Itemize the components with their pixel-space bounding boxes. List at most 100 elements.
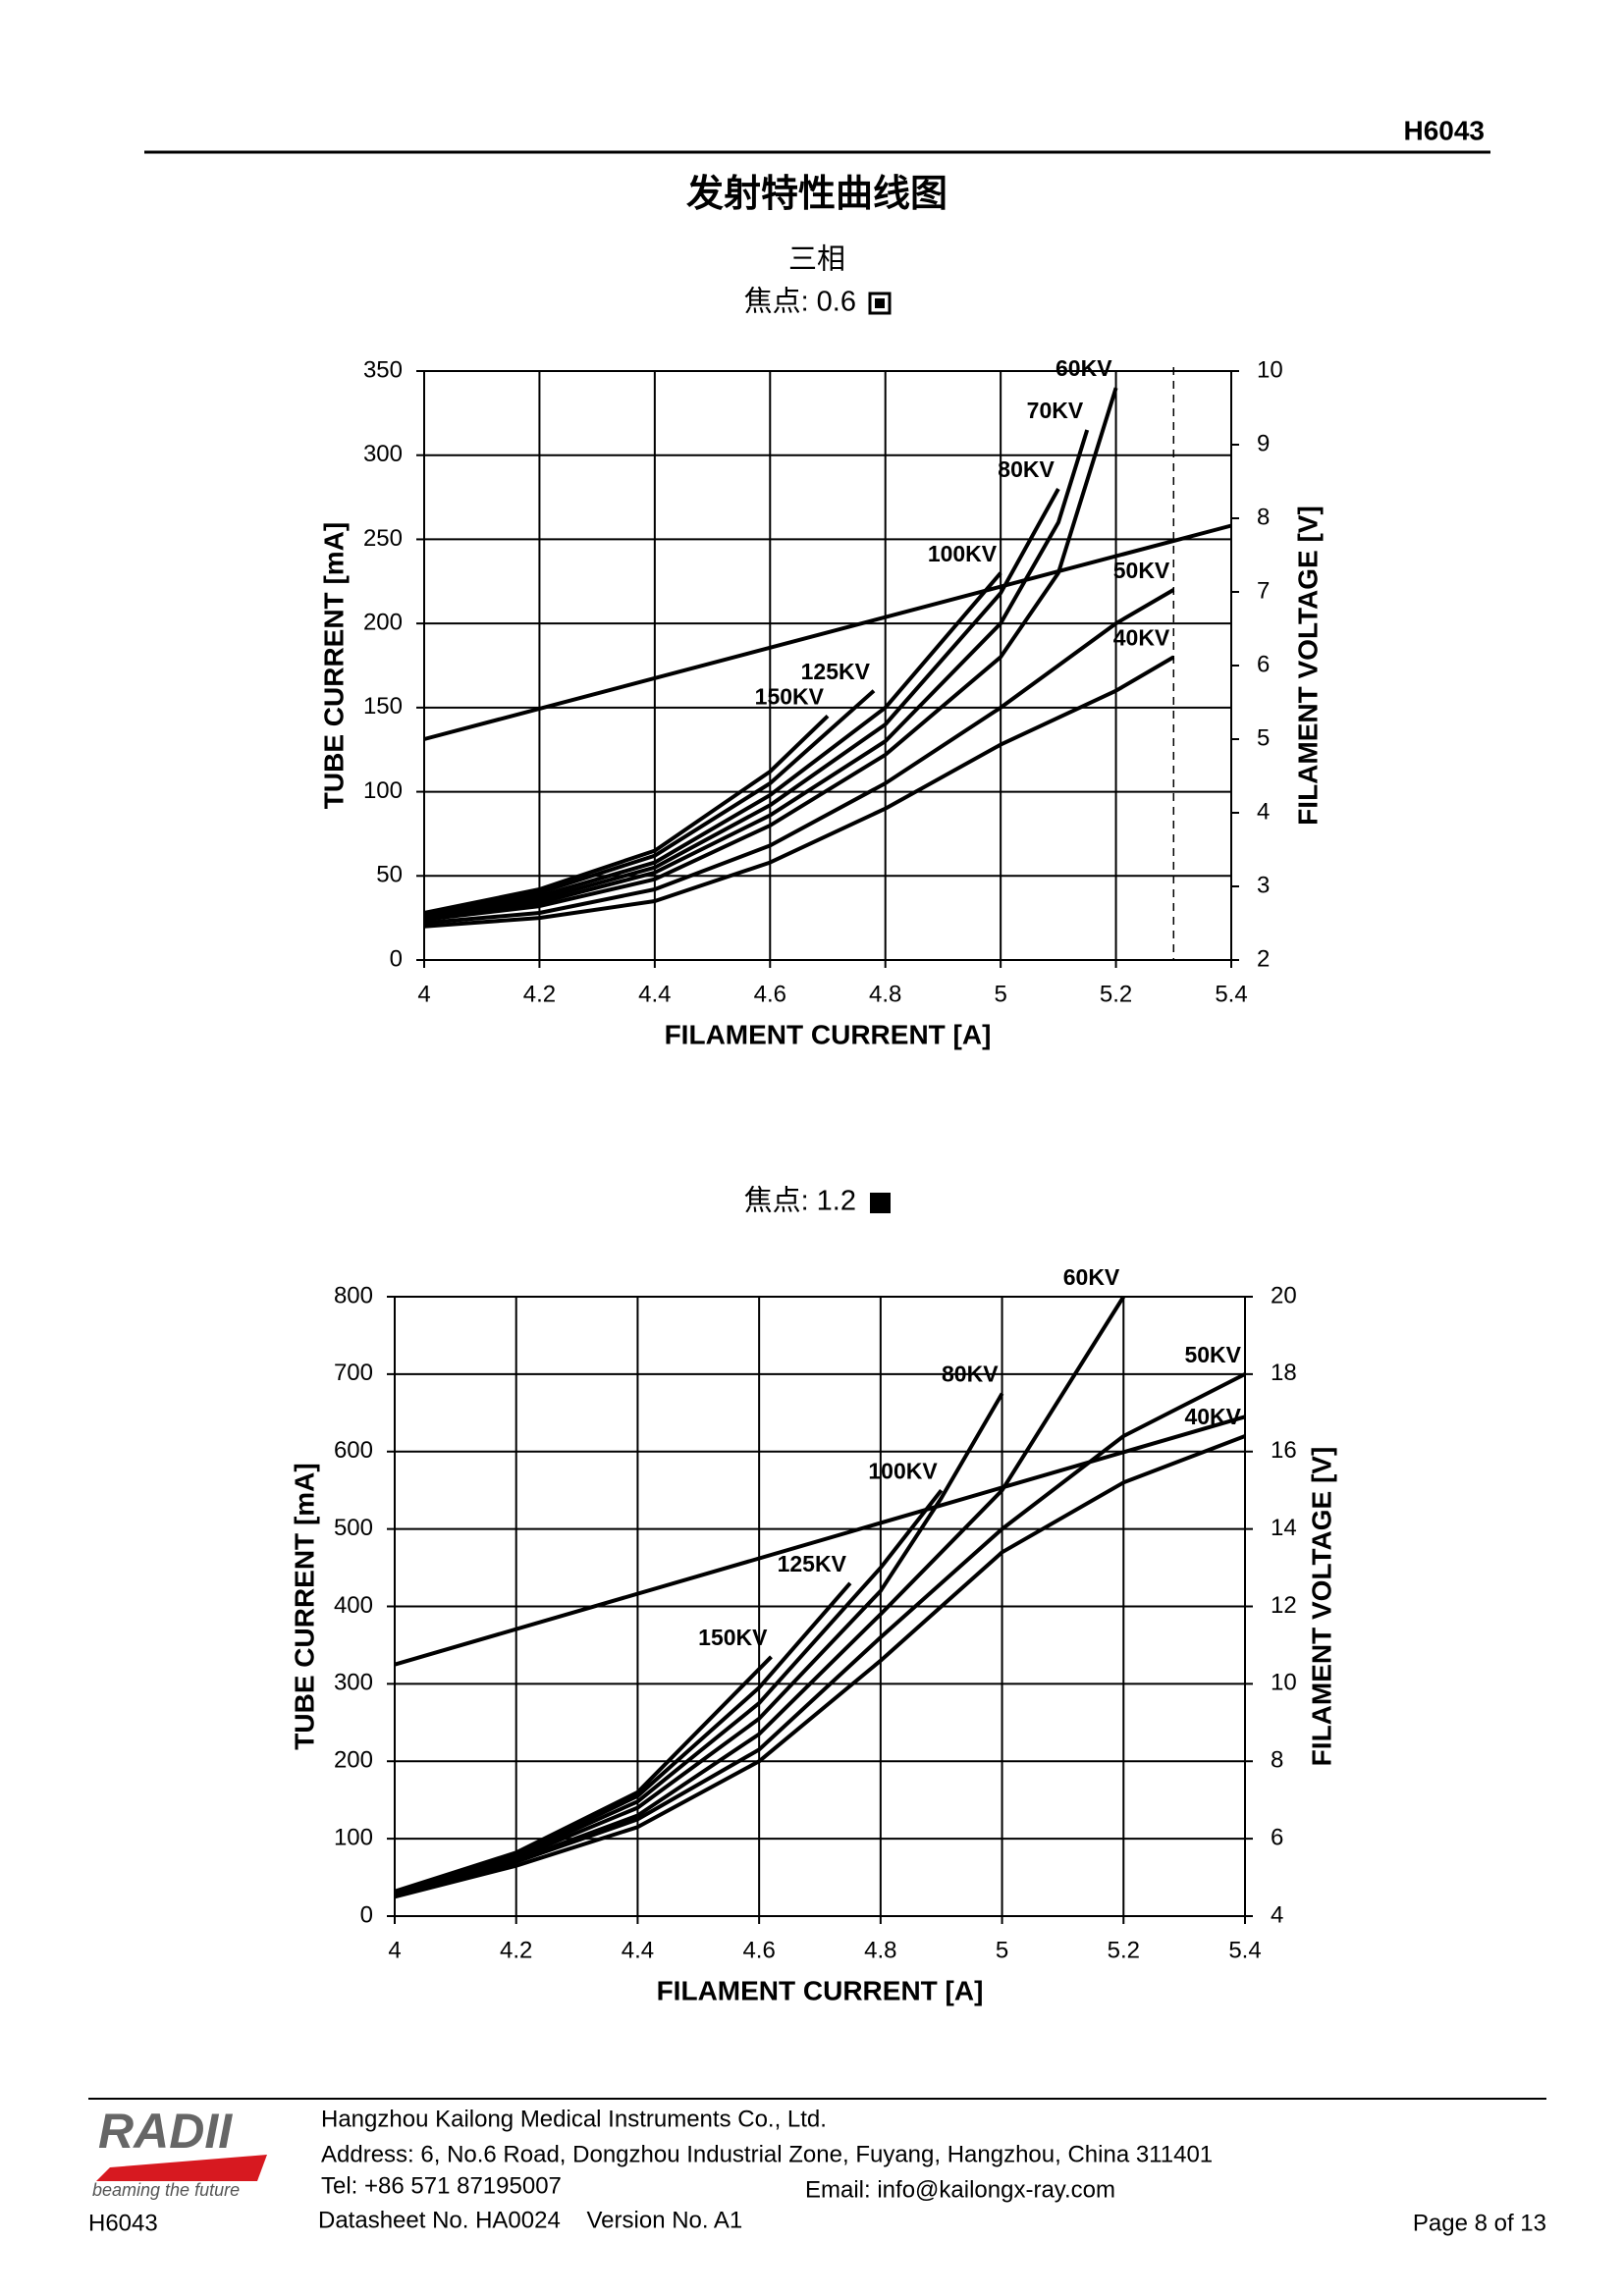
- y-tick-label: 350: [363, 356, 403, 383]
- y-tick-label: 100: [363, 777, 403, 804]
- x-tick-label: 4.8: [864, 1937, 896, 1963]
- y-tick-label: 0: [390, 945, 403, 972]
- curve-label: 60KV: [1056, 355, 1112, 381]
- y2-tick-label: 10: [1257, 356, 1283, 383]
- footer-datasheet: Datasheet No. HA0024 Version No. A1: [318, 2207, 742, 2233]
- footer-email: Email: info@kailongx-ray.com: [805, 2176, 1115, 2203]
- curve-label: 125KV: [801, 659, 871, 684]
- y2-tick-label: 10: [1271, 1670, 1297, 1696]
- focus-icon: [875, 298, 885, 308]
- curve-label: 150KV: [755, 684, 825, 710]
- y2-tick-label: 16: [1271, 1437, 1297, 1464]
- footer-page: Page 8 of 13: [1413, 2210, 1546, 2236]
- series-line: [394, 1295, 1125, 1896]
- curve-label: 150KV: [698, 1625, 768, 1650]
- y2-tick-label: 4: [1271, 1901, 1283, 1928]
- y-tick-label: 600: [334, 1437, 373, 1464]
- series-line: [394, 1434, 1246, 1899]
- series-line: [394, 1581, 852, 1895]
- logo-swoosh: [96, 2155, 267, 2181]
- y-axis-title: TUBE CURRENT [mA]: [318, 522, 349, 809]
- curve-label: 80KV: [942, 1362, 999, 1387]
- series-line: [423, 588, 1175, 926]
- logo-slogan: beaming the future: [92, 2180, 240, 2200]
- series-line: [423, 655, 1175, 929]
- series-line: [423, 523, 1232, 741]
- y2-tick-label: 7: [1257, 577, 1270, 604]
- chart-subtitle: 焦点: 0.6: [744, 286, 856, 318]
- focus-icon: [868, 292, 892, 315]
- focus-icon: [870, 1193, 891, 1213]
- series-line: [394, 1415, 1246, 1667]
- series-line: [423, 429, 1090, 922]
- x-tick-label: 4.4: [638, 981, 671, 1007]
- y-tick-label: 150: [363, 693, 403, 720]
- y2-tick-label: 18: [1271, 1360, 1297, 1386]
- x-tick-label: 4.6: [742, 1937, 775, 1963]
- x-tick-label: 5: [994, 981, 1006, 1007]
- y-tick-label: 400: [334, 1592, 373, 1619]
- curve-label: 100KV: [928, 541, 998, 566]
- x-tick-label: 4.2: [500, 1937, 532, 1963]
- x-tick-label: 4.8: [869, 981, 901, 1007]
- y-tick-label: 800: [334, 1282, 373, 1308]
- y-tick-label: 700: [334, 1360, 373, 1386]
- x-tick-label: 4.4: [622, 1937, 654, 1963]
- footer-address: Address: 6, No.6 Road, Dongzhou Industri…: [321, 2141, 1213, 2167]
- x-tick-label: 5.4: [1215, 981, 1247, 1007]
- footer-code: H6043: [88, 2210, 158, 2236]
- curve-label: 60KV: [1063, 1264, 1120, 1290]
- curve-label: 80KV: [998, 456, 1055, 482]
- x-tick-label: 4.2: [523, 981, 556, 1007]
- series-line: [423, 571, 1002, 919]
- curve-label: 50KV: [1184, 1342, 1241, 1367]
- y2-tick-label: 4: [1257, 798, 1270, 825]
- x-axis-title: FILAMENT CURRENT [A]: [665, 1019, 992, 1049]
- y-tick-label: 300: [334, 1670, 373, 1696]
- y2-tick-label: 20: [1271, 1282, 1297, 1308]
- series-line: [394, 1392, 1004, 1896]
- y2-tick-label: 12: [1271, 1592, 1297, 1619]
- x-tick-label: 5: [996, 1937, 1008, 1963]
- y-tick-label: 100: [334, 1824, 373, 1850]
- y-tick-label: 0: [360, 1901, 373, 1928]
- y2-axis-title: FILAMENT VOLTAGE [V]: [1292, 506, 1323, 826]
- y-tick-label: 200: [363, 609, 403, 635]
- curve-label: 125KV: [778, 1551, 847, 1576]
- curve-label: 50KV: [1113, 558, 1170, 583]
- y2-tick-label: 3: [1257, 872, 1270, 898]
- curve-label: 100KV: [868, 1458, 938, 1483]
- y2-tick-label: 6: [1257, 651, 1270, 677]
- curve-label: 40KV: [1113, 625, 1170, 651]
- x-tick-label: 4: [417, 981, 430, 1007]
- x-tick-label: 4: [388, 1937, 401, 1963]
- series-line: [394, 1488, 944, 1896]
- series-line: [394, 1655, 773, 1894]
- series-line: [423, 488, 1060, 921]
- y2-tick-label: 2: [1257, 945, 1270, 972]
- page-title: 发射特性曲线图: [686, 174, 947, 215]
- page-subtitle: 三相: [788, 243, 845, 276]
- y2-tick-label: 14: [1271, 1515, 1297, 1541]
- series-line: [423, 387, 1118, 922]
- x-tick-label: 5.2: [1108, 1937, 1140, 1963]
- series-line: [423, 714, 830, 915]
- header-code: H6043: [1403, 115, 1485, 145]
- y2-tick-label: 5: [1257, 724, 1270, 751]
- y-tick-label: 250: [363, 525, 403, 552]
- y2-tick-label: 8: [1257, 504, 1270, 530]
- y2-axis-title: FILAMENT VOLTAGE [V]: [1306, 1447, 1336, 1767]
- y-tick-label: 300: [363, 441, 403, 467]
- x-tick-label: 5.4: [1228, 1937, 1261, 1963]
- curve-label: 70KV: [1027, 398, 1084, 423]
- y2-tick-label: 8: [1271, 1747, 1283, 1774]
- y-axis-title: TUBE CURRENT [mA]: [289, 1463, 319, 1749]
- footer-tel: Tel: +86 571 87195007: [321, 2172, 562, 2199]
- x-axis-title: FILAMENT CURRENT [A]: [657, 1975, 984, 2005]
- logo: RADII: [98, 2104, 233, 2159]
- y-tick-label: 500: [334, 1515, 373, 1541]
- y-tick-label: 50: [376, 862, 403, 888]
- series-line: [423, 689, 876, 917]
